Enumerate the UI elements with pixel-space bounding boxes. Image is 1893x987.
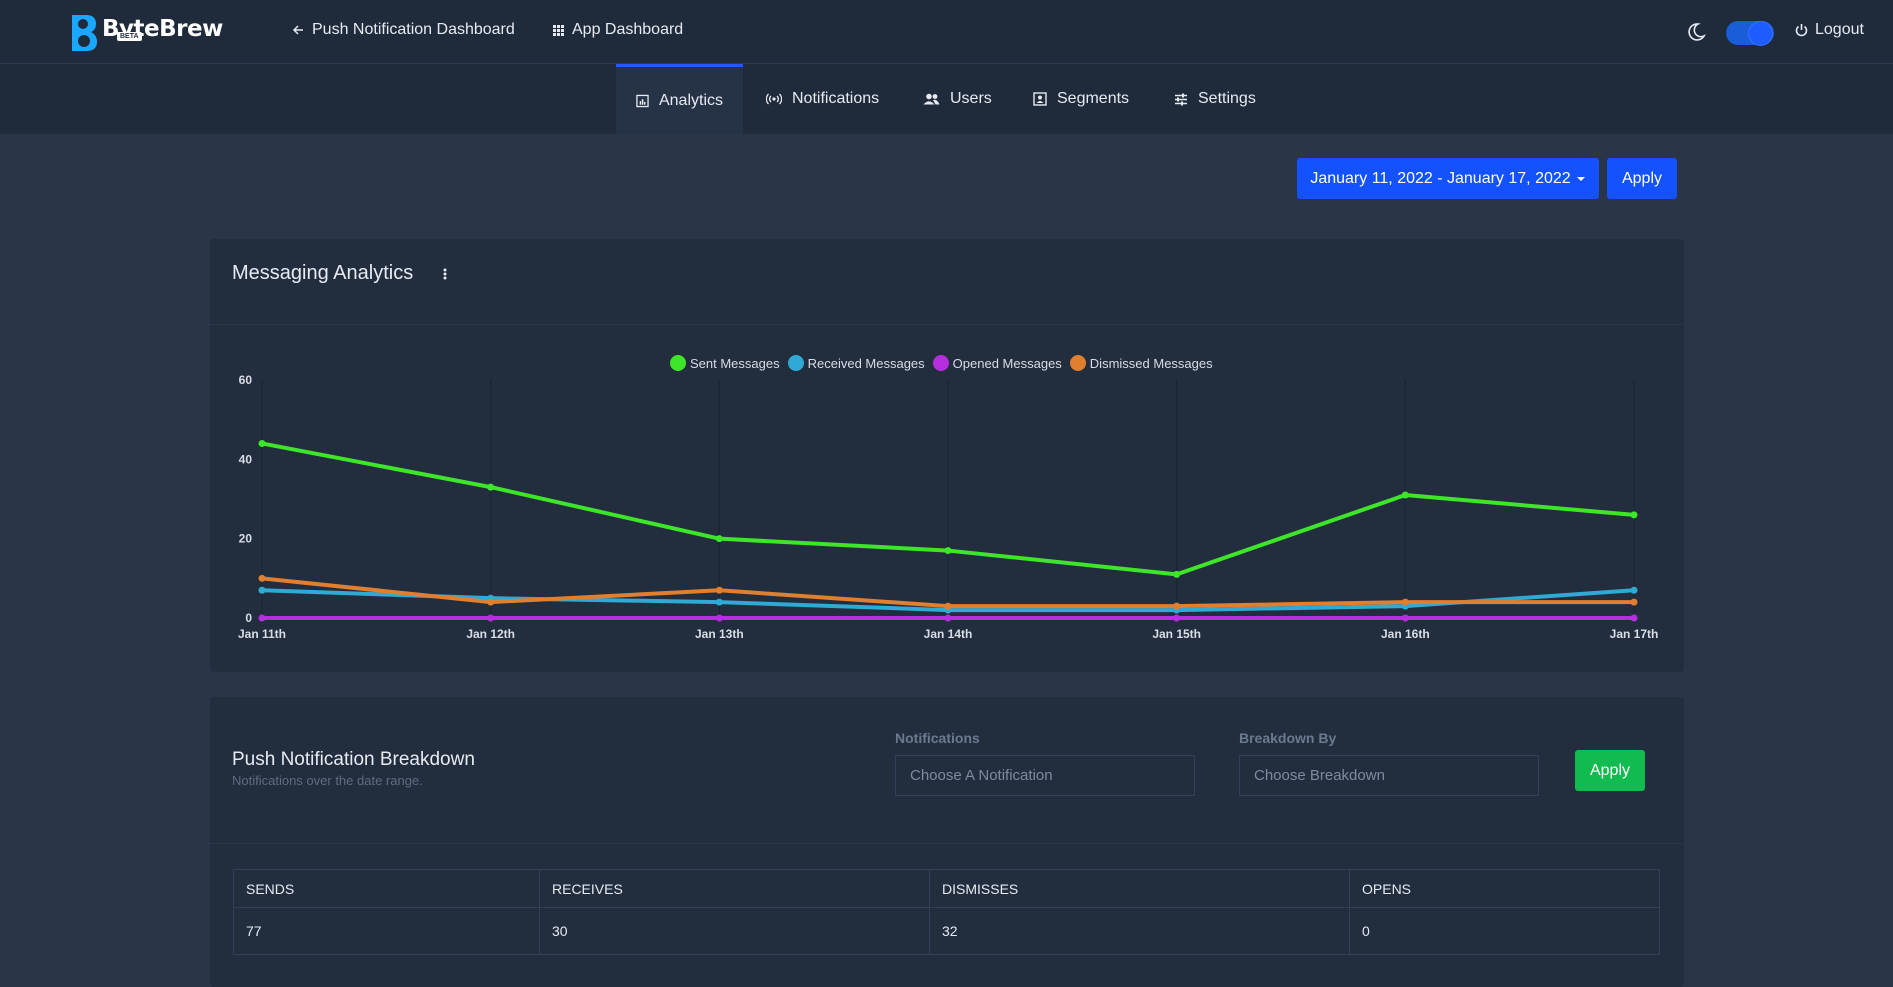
broadcast-icon <box>766 93 782 105</box>
breakdown-select[interactable]: Choose Breakdown <box>1239 755 1539 796</box>
breakdown-title: Push Notification Breakdown <box>232 749 475 770</box>
grid-icon <box>553 24 564 36</box>
legend-sent-label: Sent Messages <box>690 355 780 371</box>
logout-button[interactable]: Logout <box>1795 21 1864 39</box>
legend-received[interactable]: Received Messages <box>787 355 925 371</box>
legend-sent-swatch <box>670 355 686 371</box>
chart-legend: Sent Messages Received Messages Opened M… <box>670 355 1221 371</box>
breakdown-apply-button[interactable]: Apply <box>1575 750 1645 791</box>
logout-label: Logout <box>1815 21 1864 38</box>
legend-opened-label: Opened Messages <box>952 355 1062 371</box>
tab-segments-label: Segments <box>1057 90 1130 107</box>
breakdown-select-placeholder: Choose Breakdown <box>1254 767 1385 784</box>
legend-sent[interactable]: Sent Messages <box>670 355 780 371</box>
breakdown-divider <box>210 843 1684 844</box>
legend-dismissed[interactable]: Dismissed Messages <box>1069 355 1213 371</box>
tab-users-label: Users <box>950 90 992 107</box>
arrow-left-icon <box>292 25 303 35</box>
segments-icon <box>1033 92 1047 106</box>
cell-dismisses: 32 <box>929 907 1350 955</box>
tab-settings-label: Settings <box>1198 90 1256 107</box>
tab-notifications-label: Notifications <box>792 90 880 107</box>
legend-dismissed-label: Dismissed Messages <box>1089 355 1213 371</box>
cell-sends: 77 <box>233 907 540 955</box>
legend-opened[interactable]: Opened Messages <box>932 355 1062 371</box>
notifications-field-label: Notifications <box>895 730 980 746</box>
toggle-knob <box>1749 22 1772 45</box>
bytebrew-logo[interactable]: ByteBrew <box>70 13 223 53</box>
legend-received-label: Received Messages <box>807 355 925 371</box>
legend-received-swatch <box>787 355 804 371</box>
header-receives: RECEIVES <box>539 869 930 908</box>
tab-analytics-label: Analytics <box>658 91 723 109</box>
header-sends: SENDS <box>233 869 540 908</box>
tab-settings[interactable]: Settings <box>1154 64 1276 134</box>
legend-dismissed-swatch <box>1069 355 1086 371</box>
date-range-value: January 11, 2022 - January 17, 2022 <box>1310 169 1571 187</box>
card-divider <box>210 324 1684 325</box>
date-apply-button[interactable]: Apply <box>1607 158 1677 199</box>
tab-users[interactable]: Users <box>903 64 1012 134</box>
back-to-push-dashboard-link[interactable]: Push Notification Dashboard <box>292 21 515 39</box>
notification-select-placeholder: Choose A Notification <box>910 767 1053 784</box>
section-tabs: Analytics Notifications Users Segments S… <box>0 64 1893 134</box>
moon-icon[interactable] <box>1686 22 1706 42</box>
bytebrew-logo-icon <box>72 15 97 51</box>
sliders-icon <box>1175 93 1187 105</box>
top-navbar: ByteBrew BETA Push Notification Dashboar… <box>0 0 1893 64</box>
tab-notifications[interactable]: Notifications <box>746 64 899 134</box>
tab-segments[interactable]: Segments <box>1013 64 1149 134</box>
app-dashboard-link[interactable]: App Dashboard <box>553 21 683 39</box>
messaging-analytics-card: Messaging Analytics <box>210 239 1684 672</box>
table-row: 77 30 32 0 <box>233 907 1660 955</box>
header-dismisses: DISMISSES <box>929 869 1350 908</box>
cell-receives: 30 <box>539 907 930 955</box>
breakdown-table: SENDS RECEIVES DISMISSES OPENS 77 30 32 … <box>233 869 1660 955</box>
app-dashboard-label: App Dashboard <box>572 21 684 38</box>
tab-analytics[interactable]: Analytics <box>616 64 743 134</box>
beta-badge: BETA <box>117 32 142 41</box>
analytics-icon <box>636 94 649 107</box>
messaging-analytics-title: Messaging Analytics <box>232 262 414 284</box>
legend-opened-swatch <box>932 355 949 371</box>
dark-mode-toggle[interactable] <box>1726 21 1774 45</box>
header-opens: OPENS <box>1349 869 1660 908</box>
back-link-label: Push Notification Dashboard <box>312 21 515 38</box>
table-header-row: SENDS RECEIVES DISMISSES OPENS <box>233 869 1660 908</box>
breakdown-subtitle: Notifications over the date range. <box>232 773 423 788</box>
breakdown-by-field-label: Breakdown By <box>1239 730 1337 746</box>
caret-down-icon <box>1576 176 1585 181</box>
power-icon <box>1795 24 1808 37</box>
cell-opens: 0 <box>1349 907 1660 955</box>
kebab-menu-icon[interactable] <box>443 268 447 280</box>
date-range-picker[interactable]: January 11, 2022 - January 17, 2022 <box>1297 158 1599 199</box>
notification-select[interactable]: Choose A Notification <box>895 755 1195 796</box>
users-icon <box>923 93 940 105</box>
